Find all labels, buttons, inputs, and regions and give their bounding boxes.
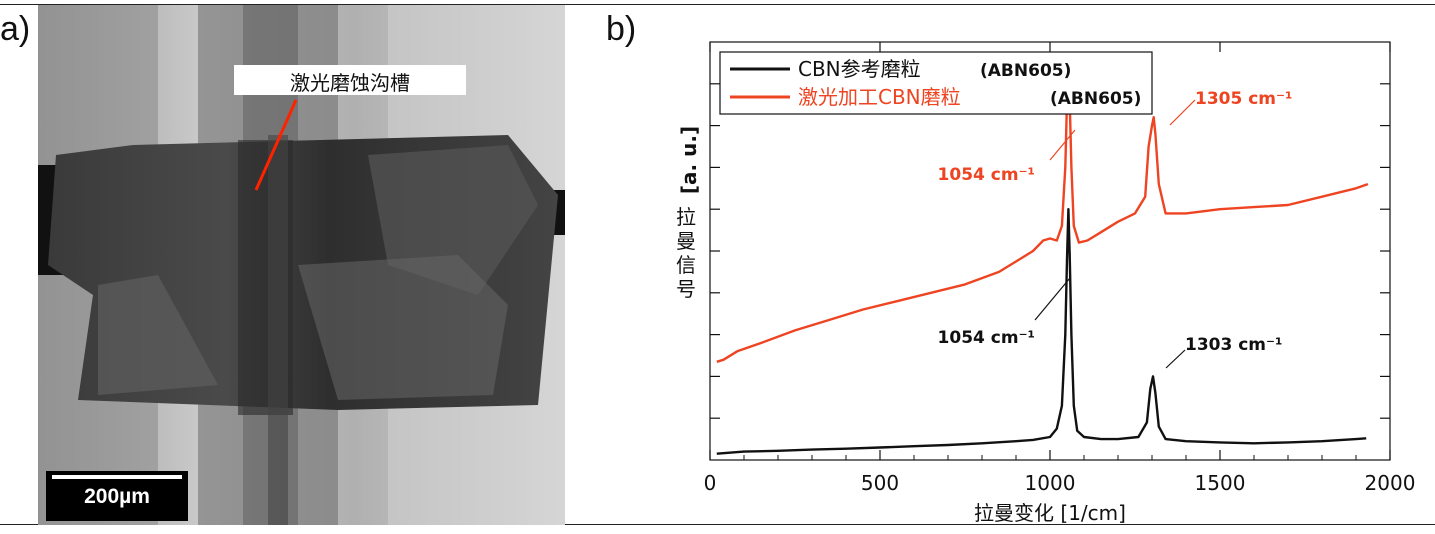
series-line-1	[716, 82, 1369, 363]
legend-box	[719, 51, 1153, 115]
peak-label-3: 1303 cm⁻¹	[1185, 335, 1282, 355]
micrograph-photo: 激光磨蚀沟槽 200µm	[38, 5, 565, 525]
raman-chart-svg: 0 500 1000 1500 2000 1054 cm⁻¹ 1305 cm⁻¹ 1054 …	[677, 41, 1416, 525]
x-tick-label-3: 1500	[1195, 471, 1246, 495]
x-tick-label-0: 0	[704, 471, 717, 495]
legend-label-laser: 激光加工CBN磨粒	[798, 85, 961, 109]
panel-a-label: a)	[0, 10, 31, 48]
legend-suffix-laser: (ABN605)	[1050, 89, 1141, 109]
peak-label-1: 1305 cm⁻¹	[1195, 89, 1292, 109]
micrograph-svg	[38, 5, 565, 525]
peak-leader-0	[1049, 129, 1076, 161]
scale-bar-box	[46, 471, 188, 521]
peak-leader-3	[1165, 349, 1186, 369]
panel-b-label: b)	[606, 10, 637, 48]
series-line-0	[716, 207, 1367, 455]
legend: CBN参考磨粒 (ABN605) 激光加工CBN磨粒 (ABN605)	[719, 51, 1153, 115]
x-tick-label-2: 1000	[1025, 471, 1076, 495]
peak-label-0: 1054 cm⁻¹	[938, 165, 1035, 185]
x-axis-label: 拉曼变化 [1/cm]	[974, 501, 1126, 525]
scale-bar-line	[52, 475, 182, 479]
legend-suffix-reference: (ABN605)	[980, 61, 1071, 81]
x-tick-label-4: 2000	[1365, 471, 1416, 495]
annotation-box	[234, 65, 466, 95]
y-axis-label: 拉曼信号	[676, 205, 696, 301]
legend-label-reference: CBN参考磨粒	[798, 57, 921, 81]
raman-chart: 0 500 1000 1500 2000 1054 cm⁻¹ 1305 cm⁻¹ 1054 …	[650, 0, 1435, 530]
bottom-border	[0, 524, 1435, 525]
x-tick-label-1: 500	[861, 471, 899, 495]
top-border	[0, 4, 1435, 5]
peak-leader-2	[1034, 277, 1071, 321]
peak-leader-1	[1169, 99, 1196, 126]
y-axis-unit-label: [a. u.]	[677, 126, 701, 194]
groove-annotation-label: 激光磨蚀沟槽	[290, 71, 410, 95]
scale-bar-label: 200µm	[84, 485, 150, 508]
peak-label-2: 1054 cm⁻¹	[938, 328, 1035, 348]
annotation-pointer	[254, 99, 298, 191]
